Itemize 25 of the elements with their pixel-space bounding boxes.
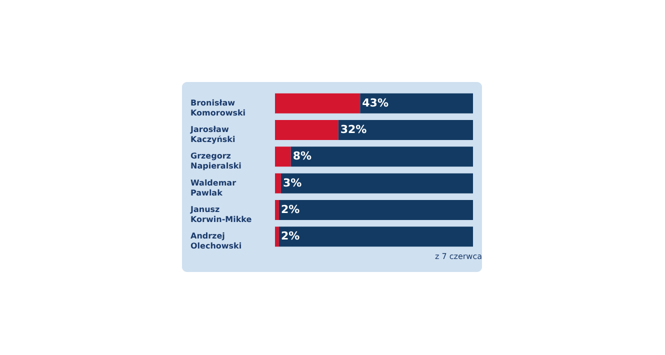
data-label: 3% (282, 176, 302, 190)
bar (275, 93, 360, 114)
bar (275, 200, 279, 220)
bar (338, 120, 473, 140)
data-label: 8% (292, 150, 312, 163)
bar (275, 120, 338, 140)
data-label: 2% (280, 230, 300, 243)
y-tick-label: Jarosław Kaczyński (190, 125, 236, 144)
bar (278, 226, 473, 247)
y-tick-label: Waldemar Pawlak (190, 178, 236, 198)
bar (290, 146, 473, 167)
data-label: 2% (280, 203, 300, 216)
y-tick-label: Andrzej Olechowski (190, 232, 242, 251)
bar (280, 173, 473, 194)
bar (275, 173, 281, 194)
data-label: 43% (362, 96, 388, 110)
annotation: z 7 czerwca (434, 252, 482, 261)
data-label: 32% (340, 123, 367, 136)
y-tick-label: Bronisław Komorowski (190, 98, 246, 118)
bar (275, 146, 291, 167)
bar (278, 200, 473, 220)
y-tick-label: Grzegorz Napieralski (190, 152, 242, 171)
bar (275, 226, 279, 247)
y-tick-label: Janusz Korwin-Mikke (190, 205, 252, 224)
bar (360, 93, 473, 114)
